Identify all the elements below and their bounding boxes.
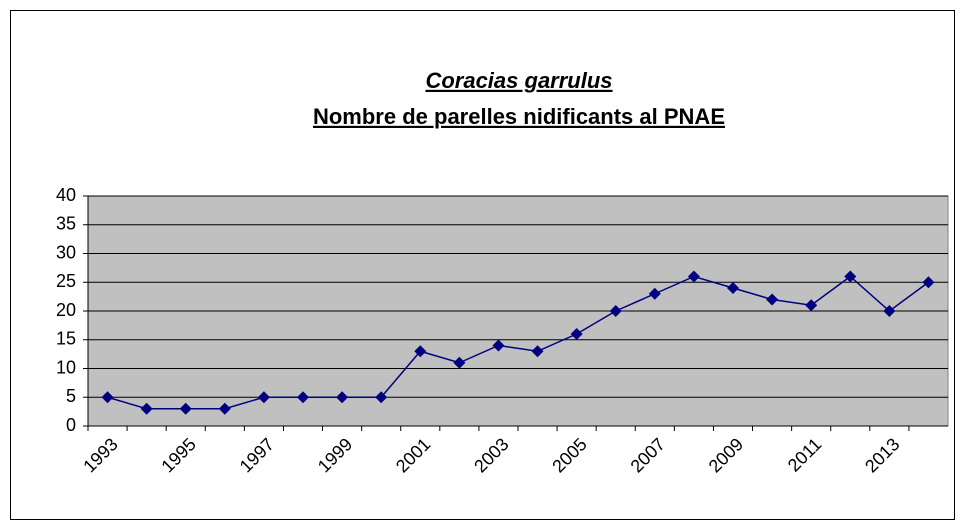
- chart-subtitle: Nombre de parelles nidificants al PNAE: [313, 104, 725, 129]
- data-point: [570, 328, 583, 340]
- data-point: [609, 305, 622, 317]
- y-tick-label: 35: [56, 214, 76, 234]
- data-point: [140, 402, 153, 415]
- data-point: [257, 391, 270, 404]
- data-point: [883, 305, 896, 317]
- data-point: [766, 293, 779, 306]
- data-point: [101, 391, 114, 404]
- y-tick-label: 20: [56, 300, 76, 320]
- data-point: [336, 391, 349, 404]
- y-tick-label: 15: [56, 329, 76, 349]
- data-point: [218, 402, 231, 415]
- y-tick-label: 0: [66, 415, 76, 435]
- y-tick-label: 30: [56, 242, 76, 262]
- data-point: [297, 391, 309, 404]
- data-point: [687, 270, 700, 283]
- data-point: [414, 345, 427, 358]
- y-tick-label: 10: [56, 357, 76, 377]
- data-point: [648, 287, 661, 300]
- data-point: [531, 345, 544, 358]
- y-tick-label: 25: [56, 271, 76, 291]
- data-point: [805, 299, 818, 312]
- data-point: [844, 270, 857, 283]
- data-point: [453, 356, 466, 369]
- data-line: [107, 275, 929, 410]
- data-point: [492, 339, 505, 352]
- y-tick-label: 5: [66, 386, 76, 406]
- data-point: [179, 402, 192, 415]
- chart-title: Coracias garrulus: [425, 68, 612, 93]
- y-tick-label: 40: [56, 185, 76, 205]
- data-point: [375, 391, 388, 404]
- data-point: [727, 282, 739, 294]
- data-point: [922, 276, 935, 289]
